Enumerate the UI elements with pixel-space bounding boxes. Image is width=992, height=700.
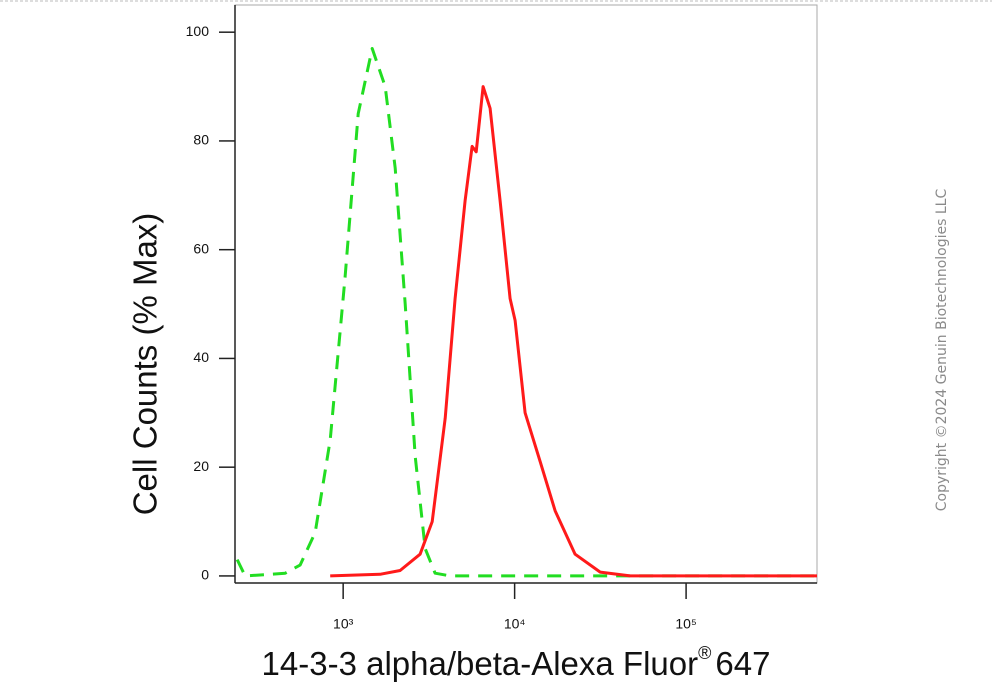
x-axis-title: 14-3-3 alpha/beta-Alexa Fluor® 647 — [262, 643, 771, 682]
series-line — [330, 85, 817, 578]
x-tick-label: 10³ — [333, 616, 354, 632]
y-tick-label: 20 — [193, 458, 209, 474]
x-axis-title-main: 14-3-3 alpha/beta-Alexa Fluor — [262, 645, 699, 682]
series-line — [235, 47, 817, 578]
x-tick-label: 10⁵ — [675, 616, 696, 632]
y-tick-label: 40 — [193, 349, 209, 365]
y-axis-title: Cell Counts (% Max) — [127, 213, 164, 516]
watermark: Copyright ©2024 Genuin Biotechnologies L… — [934, 189, 950, 512]
y-tick-label: 0 — [201, 567, 209, 583]
x-axis-title-sup: ® — [698, 643, 711, 663]
y-tick-label: 80 — [193, 132, 209, 148]
x-tick-label: 10⁴ — [504, 616, 526, 632]
x-axis-title-tail: 647 — [715, 645, 770, 682]
y-tick-label: 100 — [186, 23, 210, 39]
y-tick-label: 60 — [193, 240, 209, 256]
